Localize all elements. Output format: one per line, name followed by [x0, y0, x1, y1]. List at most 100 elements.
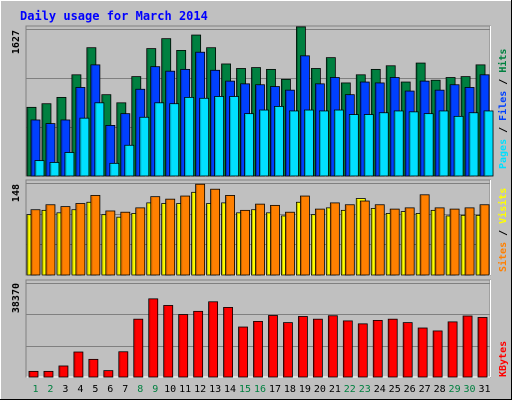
bar-kbytes-day-16: [253, 320, 263, 378]
bar-pages-day-24: [378, 112, 389, 177]
day-label-11: 11: [179, 384, 191, 395]
day-label-3: 3: [62, 384, 68, 395]
bar-sites-day-12: [195, 183, 206, 276]
bar-pages-day-26: [408, 111, 419, 177]
files-hits-separator: /: [498, 73, 509, 91]
day-label-8: 8: [137, 384, 143, 395]
bar-pages-day-21: [333, 109, 344, 177]
bar-sites-day-27: [419, 194, 430, 276]
day-label-25: 25: [389, 384, 401, 395]
bar-sites-day-16: [255, 203, 265, 276]
day-label-15: 15: [239, 384, 251, 395]
bar-sites-day-30: [464, 207, 475, 276]
bar-kbytes-day-22: [342, 320, 353, 378]
day-label-24: 24: [374, 384, 386, 395]
bar-pages-day-28: [438, 110, 449, 177]
day-label-4: 4: [77, 384, 83, 395]
bar-kbytes-day-28: [432, 330, 443, 378]
bar-sites-day-5: [90, 195, 101, 276]
bar-kbytes-day-6: [103, 370, 114, 378]
day-label-29: 29: [449, 384, 461, 395]
bar-pages-day-8: [139, 116, 150, 177]
bar-sites-day-17: [270, 204, 280, 276]
bar-pages-day-15: [244, 113, 254, 177]
bar-kbytes-day-8: [133, 318, 144, 378]
bar-kbytes-day-31: [477, 317, 488, 378]
pages-files-separator: /: [498, 121, 509, 139]
bar-pages-day-25: [393, 110, 404, 177]
bar-pages-day-3: [64, 152, 75, 177]
bar-pages-day-29: [453, 115, 464, 177]
day-label-22: 22: [344, 384, 356, 395]
kbytes-panel-tick-label: 38370: [11, 283, 22, 313]
bar-pages-day-7: [124, 144, 135, 177]
day-label-31: 31: [478, 384, 490, 395]
bar-pages-day-2: [49, 162, 60, 177]
series-sites: [30, 183, 490, 276]
bar-sites-day-1: [30, 209, 41, 276]
bar-sites-day-26: [404, 207, 415, 276]
bar-kbytes-day-3: [58, 365, 69, 378]
hits-panel-axis-label: Pages / Files / Hits: [497, 49, 509, 169]
bar-sites-day-4: [75, 203, 86, 276]
x-axis-day-labels: 1 2 3 4 5 6 7 8 9 10 11 12 13 14 15 16 17 18 19 20 21 22 23 24 2…: [32, 384, 490, 395]
bar-kbytes-day-29: [447, 321, 458, 378]
bar-pages-day-27: [423, 113, 434, 177]
bar-kbytes-day-10: [163, 305, 174, 378]
bar-sites-day-31: [479, 204, 490, 276]
files-label: Files: [497, 91, 509, 121]
bar-sites-day-6: [105, 210, 116, 276]
bar-pages-day-31: [483, 110, 494, 177]
kbytes-panel-axis-label: KBytes: [498, 341, 509, 377]
bar-sites-day-19: [300, 195, 310, 276]
bar-sites-day-8: [135, 207, 146, 276]
day-label-6: 6: [107, 384, 113, 395]
day-label-16: 16: [254, 384, 266, 395]
visits-panel-tick-label: 148: [11, 184, 22, 202]
bar-pages-day-30: [468, 112, 479, 177]
bar-pages-day-17: [274, 106, 284, 177]
bar-sites-day-29: [449, 208, 460, 276]
bar-pages-day-19: [304, 109, 314, 177]
bar-sites-day-2: [45, 204, 56, 276]
bar-sites-day-13: [210, 188, 221, 276]
bar-kbytes-day-7: [118, 351, 129, 378]
visits-panel-axis-label: Sites / Visits: [497, 188, 509, 272]
bar-kbytes-day-9: [148, 298, 159, 378]
bar-pages-day-1: [34, 160, 45, 177]
bar-sites-day-21: [329, 202, 340, 276]
day-label-19: 19: [299, 384, 311, 395]
bar-sites-day-14: [225, 195, 235, 276]
day-label-1: 1: [32, 384, 38, 395]
bar-pages-day-20: [318, 110, 329, 177]
bar-kbytes-day-11: [178, 314, 189, 378]
bar-sites-day-3: [60, 206, 71, 276]
bar-pages-day-12: [199, 97, 210, 177]
bar-kbytes-day-17: [268, 315, 278, 378]
bar-kbytes-day-4: [73, 351, 84, 378]
bar-sites-day-25: [389, 208, 400, 276]
chart-title: Daily usage for March 2014: [20, 9, 208, 23]
day-label-27: 27: [419, 384, 431, 395]
day-label-28: 28: [434, 384, 446, 395]
bar-sites-day-7: [120, 211, 131, 276]
day-label-14: 14: [224, 384, 236, 395]
bar-kbytes-day-25: [387, 318, 398, 378]
day-label-30: 30: [464, 384, 476, 395]
bar-pages-day-14: [229, 96, 239, 177]
bar-kbytes-day-24: [372, 320, 383, 378]
bar-kbytes-day-2: [43, 370, 54, 378]
hits-panel-tick-label: 1627: [11, 30, 22, 54]
day-label-17: 17: [269, 384, 281, 395]
bar-kbytes-day-13: [208, 301, 219, 378]
bar-sites-day-23: [359, 200, 370, 276]
bar-pages-day-10: [169, 103, 180, 177]
day-label-21: 21: [329, 384, 341, 395]
bar-kbytes-day-5: [88, 358, 99, 378]
bar-sites-day-22: [344, 204, 355, 276]
bar-pages-day-6: [109, 162, 120, 177]
pages-label: Pages: [498, 139, 509, 169]
bar-sites-day-28: [434, 207, 445, 276]
series-kbytes: [28, 298, 488, 378]
